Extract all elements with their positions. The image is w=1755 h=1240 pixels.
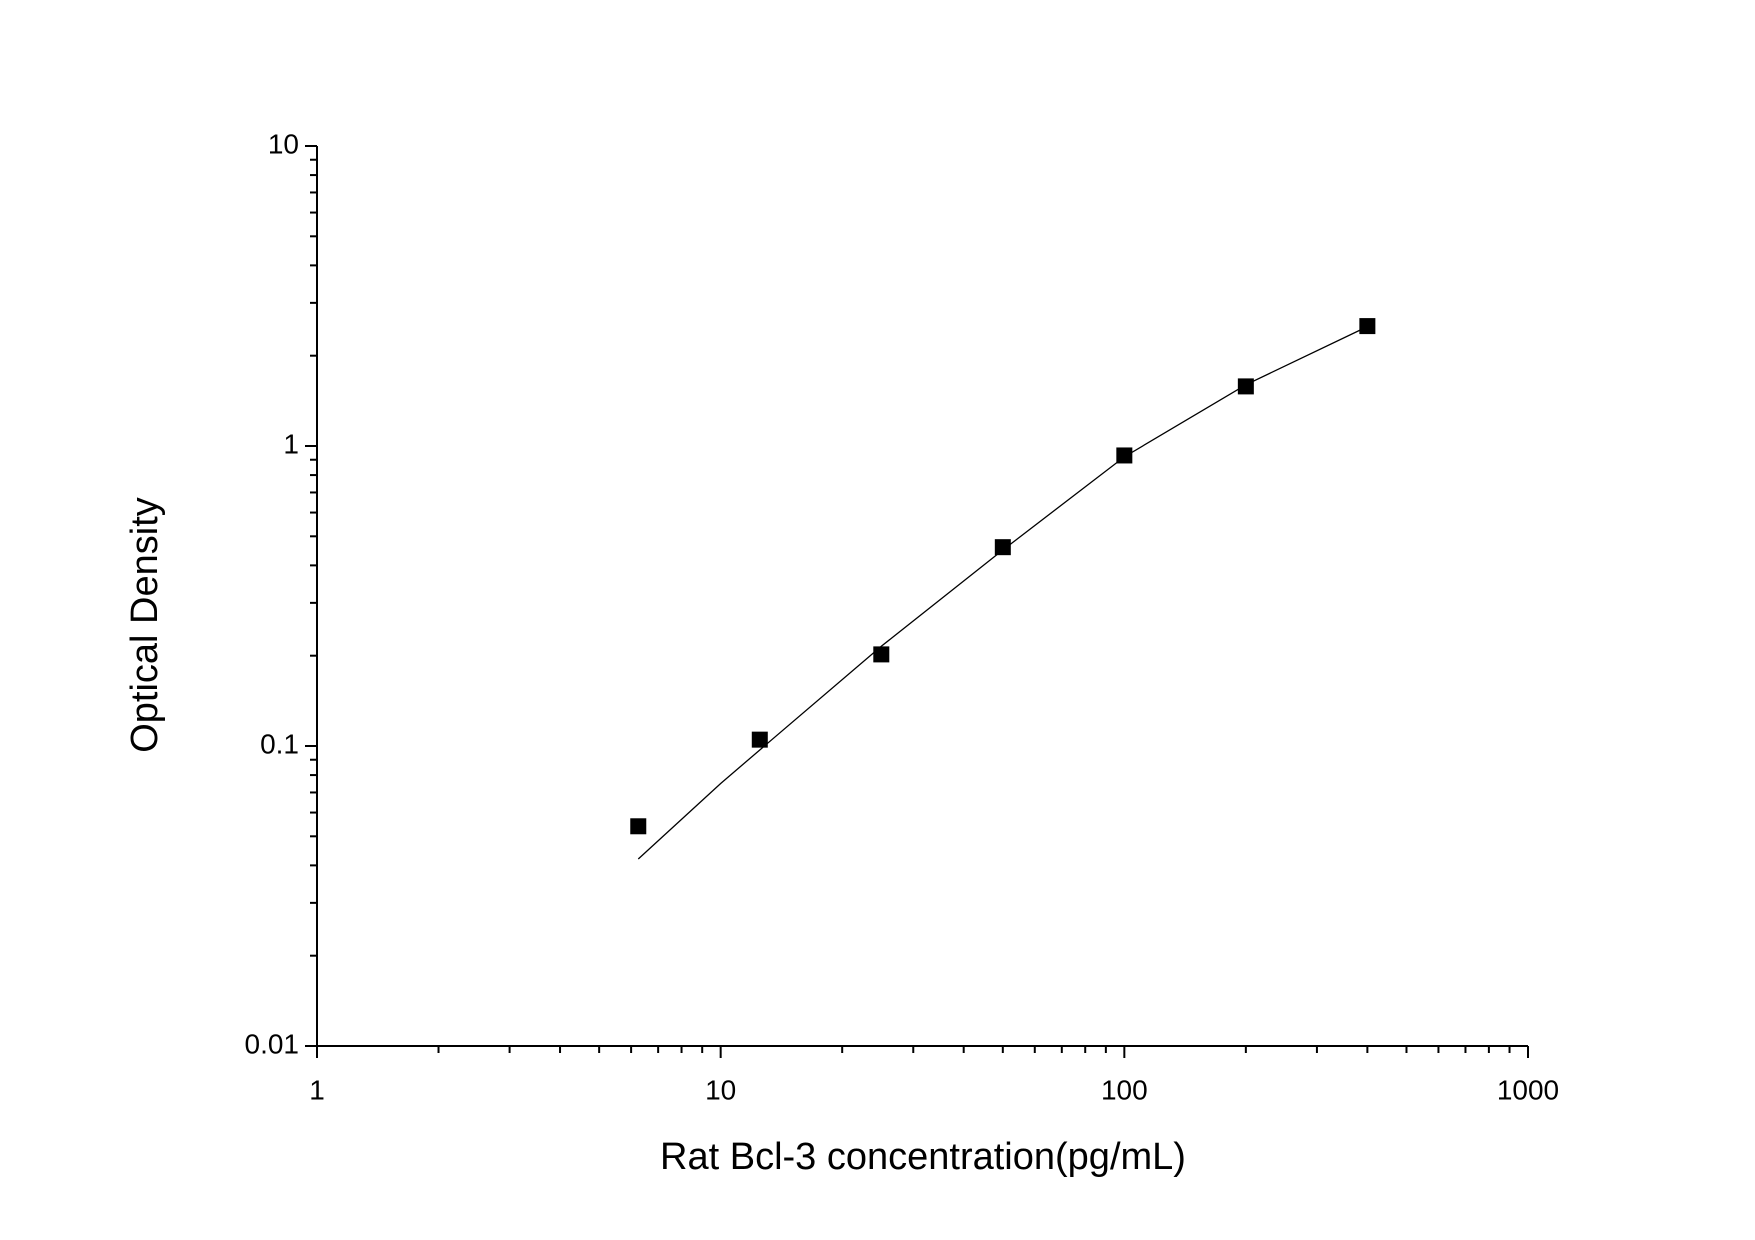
data-point [1237,378,1254,395]
y-tick-label: 0.01 [245,1028,300,1059]
y-tick-label: 0.1 [260,728,299,759]
data-point [630,818,647,835]
fit-curve [637,326,1368,860]
data-point [873,646,890,663]
data-point [751,731,768,748]
data-point [1116,447,1133,464]
x-tick-label: 10 [705,1074,736,1105]
x-axis-title: Rat Bcl-3 concentration(pg/mL) [660,1136,1186,1178]
x-tick-label: 1 [309,1074,325,1105]
x-tick-label: 100 [1101,1074,1148,1105]
data-point [994,539,1011,556]
y-tick-label: 10 [268,128,299,159]
x-tick-label: 1000 [1497,1074,1559,1105]
data-point [1359,318,1376,335]
y-axis-title: Optical Density [124,497,166,753]
y-tick-label: 1 [283,428,299,459]
